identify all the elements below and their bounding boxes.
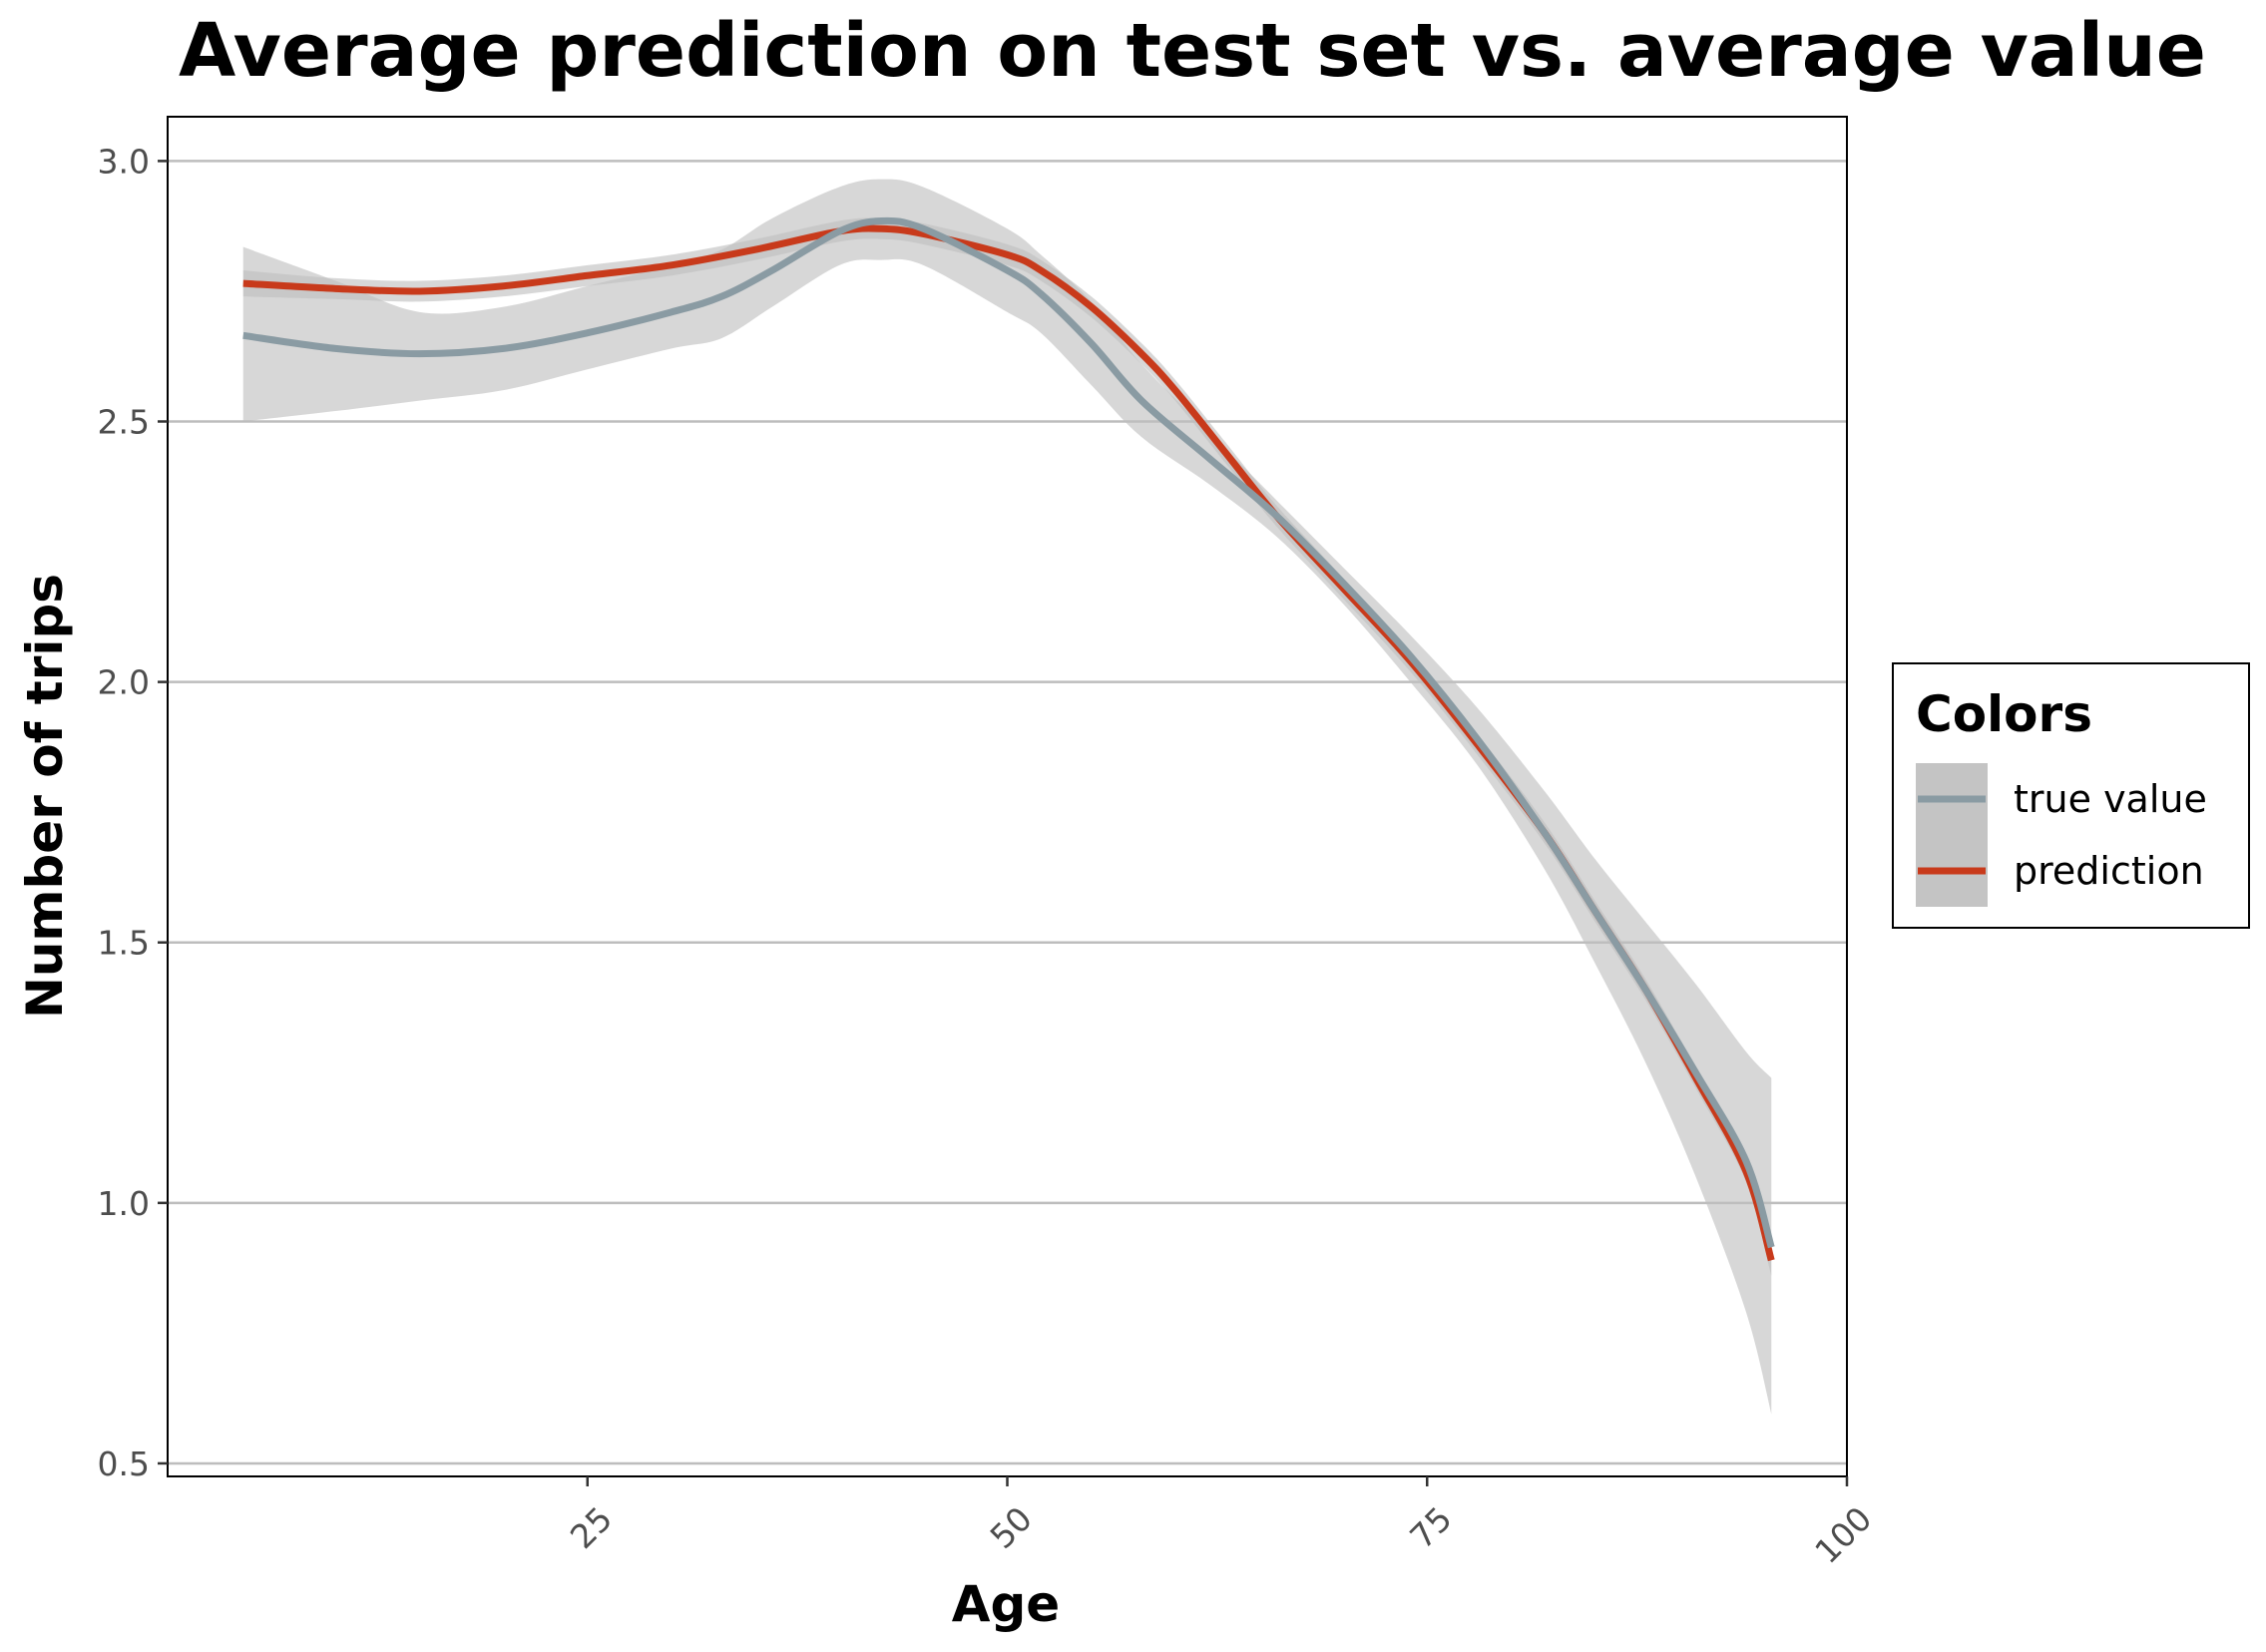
x-tick-label-75: 75 — [1402, 1499, 1459, 1556]
y-tick-label-2.0: 2.0 — [98, 663, 150, 702]
chart-title: Average prediction on test set vs. avera… — [179, 8, 2206, 94]
series-line-true-value — [242, 216, 1775, 1249]
y-tick-label-1.0: 1.0 — [98, 1184, 150, 1223]
y-tick-label-2.5: 2.5 — [98, 403, 150, 442]
y-tick-label-1.5: 1.5 — [98, 924, 150, 963]
y-axis-ticks: 0.5 1.0 1.5 2.0 2.5 3.0 — [98, 142, 168, 1483]
x-axis-title: Age — [952, 1575, 1060, 1633]
x-tick-label-100: 100 — [1807, 1499, 1879, 1571]
legend-label-true-value: true value — [2014, 777, 2207, 821]
band-true-value — [242, 179, 1772, 1415]
confidence-bands — [242, 179, 1772, 1415]
legend-entries: true value prediction — [1916, 763, 2207, 907]
legend-label-prediction: prediction — [2014, 849, 2204, 893]
grid-layer — [168, 160, 1847, 1465]
x-tick-label-25: 25 — [563, 1499, 620, 1556]
x-tick-label-50: 50 — [983, 1499, 1040, 1556]
legend-title: Colors — [1916, 685, 2092, 743]
legend: Colors true value prediction — [1892, 662, 2250, 929]
x-axis-ticks: 25 50 75 100 — [563, 1476, 1879, 1571]
y-axis-title: Number of trips — [16, 574, 74, 1019]
y-tick-label-3.0: 3.0 — [98, 142, 150, 181]
y-tick-label-0.5: 0.5 — [98, 1445, 150, 1483]
series-lines — [242, 216, 1775, 1262]
